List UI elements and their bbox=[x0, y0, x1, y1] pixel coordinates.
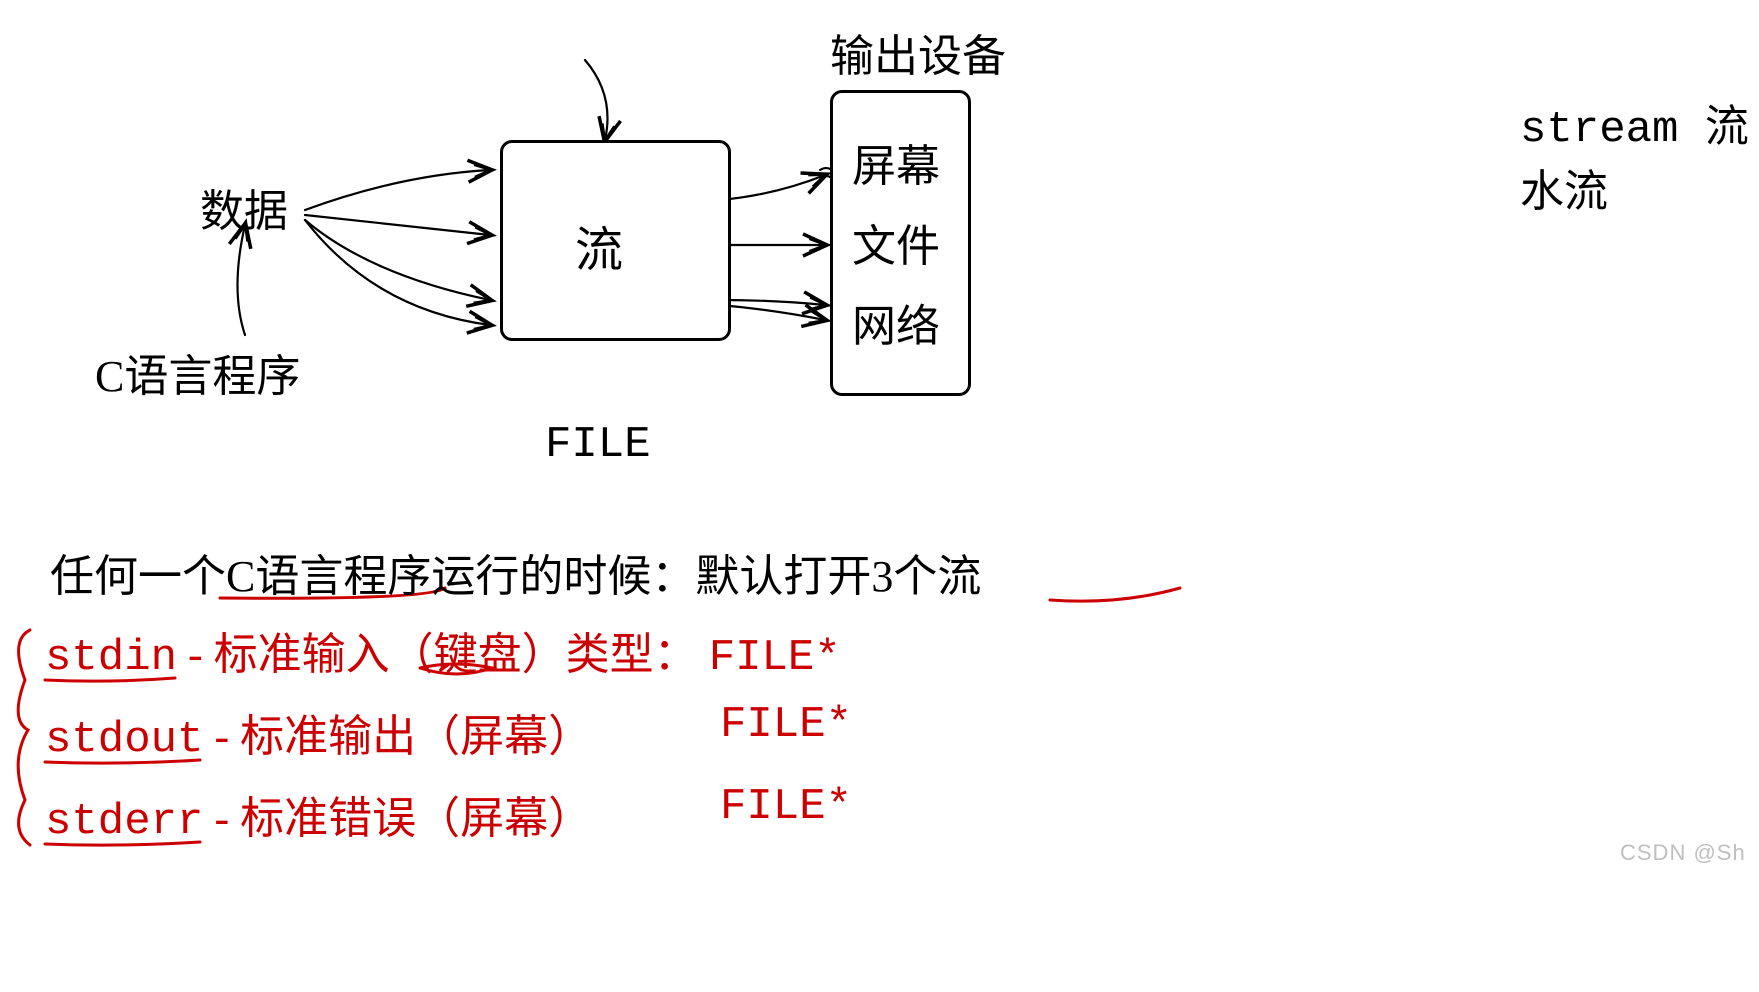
label-c-program: C语言程序 bbox=[95, 340, 300, 404]
stream-row-stderr: stderr - 标准错误（屏幕） FILE* bbox=[45, 782, 592, 847]
stream-type: FILE* bbox=[709, 633, 841, 683]
label-output-header: 输出设备 bbox=[830, 20, 1006, 84]
label-file-caption: FILE bbox=[545, 420, 651, 470]
stream-row-stdin: stdin - 标准输入（键盘）类型： FILE* bbox=[45, 618, 841, 683]
stream-type: FILE* bbox=[720, 700, 852, 750]
heading-text: 任何一个C语言程序运行的时候：默认打开3个流 bbox=[50, 540, 981, 604]
watermark: CSDN @Sh bbox=[1620, 840, 1746, 866]
label-data: 数据 bbox=[200, 175, 288, 239]
stream-desc: - 标准输入（键盘）类型： bbox=[188, 630, 698, 679]
stream-name: stderr bbox=[45, 797, 203, 847]
output-item-screen: 屏幕 bbox=[852, 130, 940, 194]
stream-name: stdin bbox=[45, 633, 177, 683]
stream-row-stdout: stdout - 标准输出（屏幕） FILE* bbox=[45, 700, 592, 765]
side-note-water: 水流 bbox=[1520, 155, 1608, 219]
label-stream: 流 bbox=[575, 210, 623, 280]
stream-desc: - 标准错误（屏幕） bbox=[214, 794, 592, 843]
stream-desc: - 标准输出（屏幕） bbox=[214, 712, 592, 761]
output-item-file: 文件 bbox=[852, 210, 940, 274]
stream-type: FILE* bbox=[720, 782, 852, 832]
stream-name: stdout bbox=[45, 715, 203, 765]
side-note-stream: stream 流 bbox=[1520, 90, 1749, 155]
output-item-network: 网络 bbox=[852, 290, 940, 354]
